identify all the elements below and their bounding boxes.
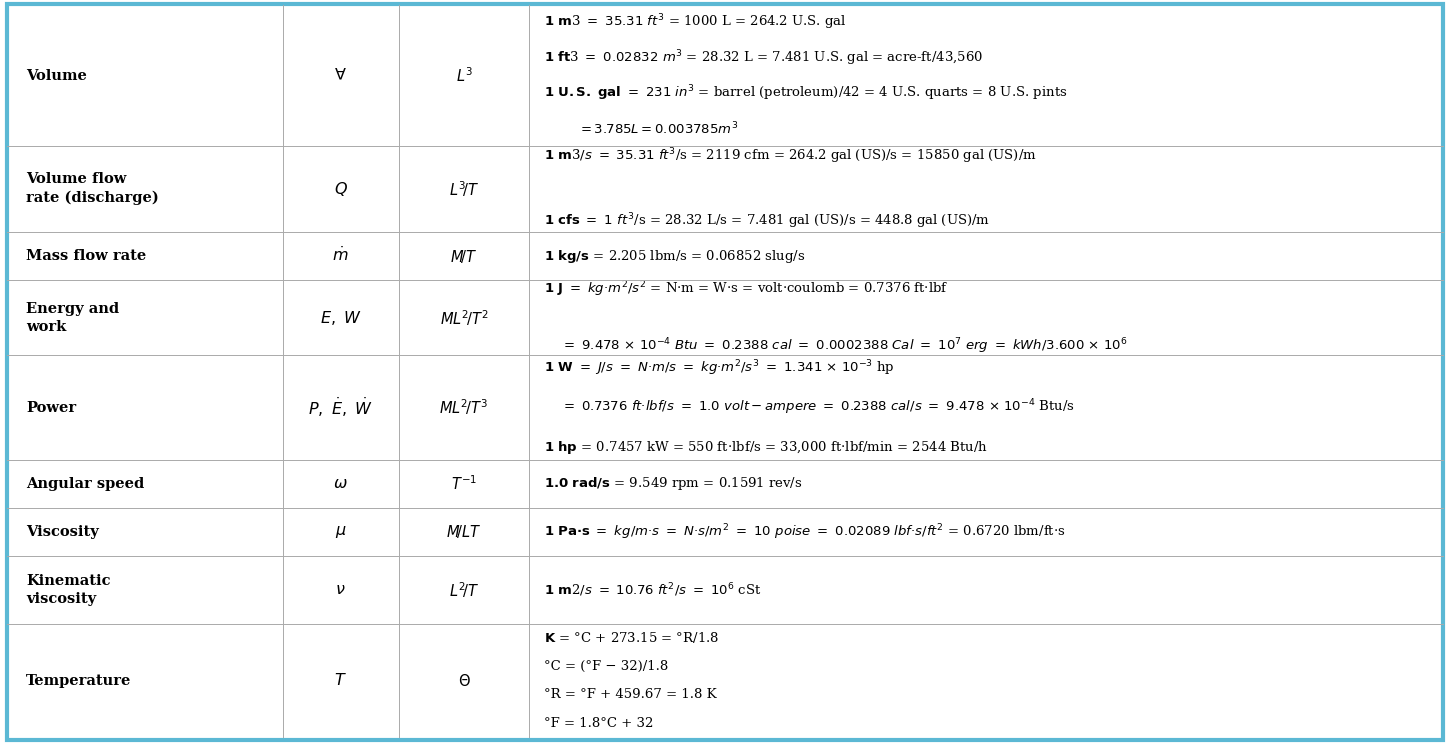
Text: $\Theta$: $\Theta$: [458, 673, 470, 689]
Text: $=\ 9.478\ ×\ 10^{-4}$$\ Btu\ =\ 0.2388\ cal\ =\ 0.0002388\ Cal\ =\ 10^{7}$$\ er: $=\ 9.478\ ×\ 10^{-4}$$\ Btu\ =\ 0.2388\…: [544, 336, 1127, 356]
Text: $\mathbf{K}$ = °C + 273.15 = °R/1.8: $\mathbf{K}$ = °C + 273.15 = °R/1.8: [544, 630, 718, 645]
Text: $\mathbf{1\ W}$$\ =\ J/s\ =\ N·m/s\ =\ kg·m^{2}$$/s^{3}$$\ =\ 1.341\ ×\ 10^{-3}$: $\mathbf{1\ W}$$\ =\ J/s\ =\ N·m/s\ =\ k…: [544, 358, 895, 378]
Text: $P,\ \dot{E},\ \dot{W}$: $P,\ \dot{E},\ \dot{W}$: [309, 396, 373, 419]
Text: $E,\ W$: $E,\ W$: [320, 309, 361, 327]
Text: $\dot{m}$: $\dot{m}$: [332, 247, 349, 265]
Text: °F = 1.8°C + 32: °F = 1.8°C + 32: [544, 717, 652, 730]
Text: Angular speed: Angular speed: [26, 477, 145, 491]
Text: $\mu$: $\mu$: [335, 523, 347, 540]
Text: $\forall$: $\forall$: [335, 67, 347, 84]
Text: Temperature: Temperature: [26, 673, 132, 687]
Text: Viscosity: Viscosity: [26, 525, 99, 539]
Text: $ML^2\!/T^2$: $ML^2\!/T^2$: [439, 308, 489, 327]
Text: $= 3.785 L = 0.003785 m^{3}$: $= 3.785 L = 0.003785 m^{3}$: [544, 121, 738, 137]
Text: $L^3\!/T$: $L^3\!/T$: [448, 179, 480, 199]
Text: $\mathbf{1\ hp}$ = 0.7457 kW = 550 ft·lbf/s = 33,000 ft·lbf/min = 2544 Btu/h: $\mathbf{1\ hp}$ = 0.7457 kW = 550 ft·lb…: [544, 439, 987, 455]
Text: Volume: Volume: [26, 68, 87, 83]
Text: $T^{-1}$: $T^{-1}$: [451, 475, 477, 493]
Text: °C = (°F − 32)/1.8: °C = (°F − 32)/1.8: [544, 660, 668, 673]
Text: Power: Power: [26, 400, 77, 414]
Text: $T$: $T$: [335, 672, 347, 689]
Text: $\mathbf{1\ m}$3$/s\ =\ 35.31\ ft^{3}$/s = 2119 cfm = 264.2 gal (US)/s = 15850 g: $\mathbf{1\ m}$3$/s\ =\ 35.31\ ft^{3}$/s…: [544, 147, 1037, 166]
Text: $\nu$: $\nu$: [335, 581, 347, 598]
Text: $\mathbf{1\ m}$2$/s\ =\ 10.76\ ft^{2}$$/s\ =\ 10^{6}$ cSt: $\mathbf{1\ m}$2$/s\ =\ 10.76\ ft^{2}$$/…: [544, 581, 761, 599]
Text: $L^3$: $L^3$: [455, 66, 473, 85]
Text: $Q$: $Q$: [334, 180, 348, 198]
Text: Energy and
work: Energy and work: [26, 301, 119, 334]
Text: $\mathbf{1.0\ rad/s}$ = 9.549 rpm = 0.1591 rev/s: $\mathbf{1.0\ rad/s}$ = 9.549 rpm = 0.15…: [544, 475, 802, 493]
Text: $\mathbf{1\ kg/s}$ = 2.205 lbm/s = 0.06852 slug/s: $\mathbf{1\ kg/s}$ = 2.205 lbm/s = 0.068…: [544, 248, 805, 265]
Text: $\mathbf{1\ U.S.\ gal}$$\ =\ 231\ in^{3}$ = barrel (petroleum)/42 = 4 U.S. quart: $\mathbf{1\ U.S.\ gal}$$\ =\ 231\ in^{3}…: [544, 83, 1067, 103]
Text: $\mathbf{1\ J}$$\ =\ kg·m^{2}$$/s^{2}$ = N·m = W·s = volt·coulomb = 0.7376 ft·lb: $\mathbf{1\ J}$$\ =\ kg·m^{2}$$/s^{2}$ =…: [544, 279, 948, 299]
Text: Volume flow
rate (discharge): Volume flow rate (discharge): [26, 173, 160, 205]
Text: °R = °F + 459.67 = 1.8 K: °R = °F + 459.67 = 1.8 K: [544, 688, 716, 702]
Text: Kinematic
viscosity: Kinematic viscosity: [26, 574, 110, 606]
Text: $\mathbf{1\ cfs}$$\ =\ 1\ ft^{3}$/s = 28.32 L/s = 7.481 gal (US)/s = 448.8 gal (: $\mathbf{1\ cfs}$$\ =\ 1\ ft^{3}$/s = 28…: [544, 212, 990, 231]
Text: $M\!/T$: $M\!/T$: [451, 248, 477, 265]
Text: Mass flow rate: Mass flow rate: [26, 249, 146, 263]
Text: $L^2\!/T$: $L^2\!/T$: [448, 580, 480, 600]
Text: $\omega$: $\omega$: [334, 475, 348, 493]
Text: $=\ 0.7376\ ft·lbf/s\ =\ 1.0\ volt-ampere\ =\ 0.2388\ cal/s\ =\ 9.478\ ×\ 10^{-4: $=\ 0.7376\ ft·lbf/s\ =\ 1.0\ volt-amper…: [544, 398, 1074, 417]
Text: $ML^2\!/T^3$: $ML^2\!/T^3$: [439, 398, 489, 417]
Text: $\mathbf{1\ ft}$3$\ =\ 0.02832\ m^{3}$ = 28.32 L = 7.481 U.S. gal = acre-ft/43,5: $\mathbf{1\ ft}$3$\ =\ 0.02832\ m^{3}$ =…: [544, 48, 983, 68]
Text: $\mathbf{1\ m}$3$\ =\ 35.31\ ft^{3}$ = 1000 L = 264.2 U.S. gal: $\mathbf{1\ m}$3$\ =\ 35.31\ ft^{3}$ = 1…: [544, 13, 847, 32]
Text: $M\!/LT$: $M\!/LT$: [447, 523, 481, 540]
Text: $\mathbf{1\ Pa·s}$$\ =\ kg/m·s\ =\ N·s/m^{2}$$\ =\ 10\ poise\ =\ 0.02089\ lbf·s/: $\mathbf{1\ Pa·s}$$\ =\ kg/m·s\ =\ N·s/m…: [544, 522, 1066, 542]
